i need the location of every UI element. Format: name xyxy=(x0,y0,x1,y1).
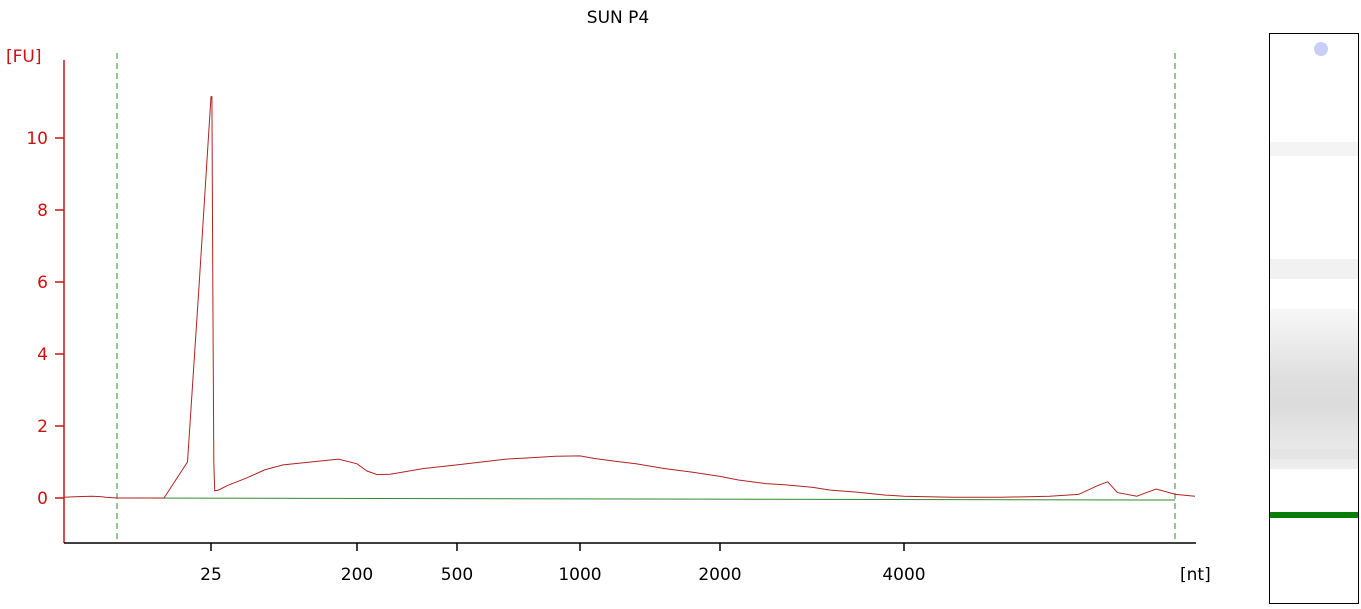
y-tick-label: 6 xyxy=(37,273,48,293)
lane-band-faint xyxy=(1270,142,1358,156)
y-tick-label: 8 xyxy=(37,201,48,221)
lane-marker-band xyxy=(1270,512,1358,518)
x-ticks: 25 200 500 1000 2000 4000 xyxy=(200,543,926,585)
x-tick-label: 2000 xyxy=(698,565,741,585)
y-axis-label: [FU] xyxy=(6,47,42,67)
x-tick-label: 25 xyxy=(200,565,222,585)
x-tick-label: 1000 xyxy=(558,565,601,585)
baseline-line xyxy=(116,497,1176,501)
lane-band-faint xyxy=(1270,259,1358,279)
x-tick-label: 500 xyxy=(441,565,473,585)
y-tick-label: 0 xyxy=(37,489,48,509)
lane-band-faint xyxy=(1270,449,1358,459)
lane-loading-spot xyxy=(1314,42,1328,56)
fluorescence-trace xyxy=(63,96,1196,499)
y-ticks: 0 2 4 6 8 10 xyxy=(26,129,64,509)
x-tick-label: 4000 xyxy=(882,565,925,585)
chart-title: SUN P4 xyxy=(587,8,649,28)
y-tick-label: 10 xyxy=(26,129,48,149)
x-axis-label: [nt] xyxy=(1180,565,1211,585)
x-tick-label: 200 xyxy=(341,565,373,585)
y-tick-label: 4 xyxy=(37,345,48,365)
lane-smear xyxy=(1270,309,1358,469)
y-tick-label: 2 xyxy=(37,417,48,437)
gel-lane xyxy=(1269,33,1359,604)
